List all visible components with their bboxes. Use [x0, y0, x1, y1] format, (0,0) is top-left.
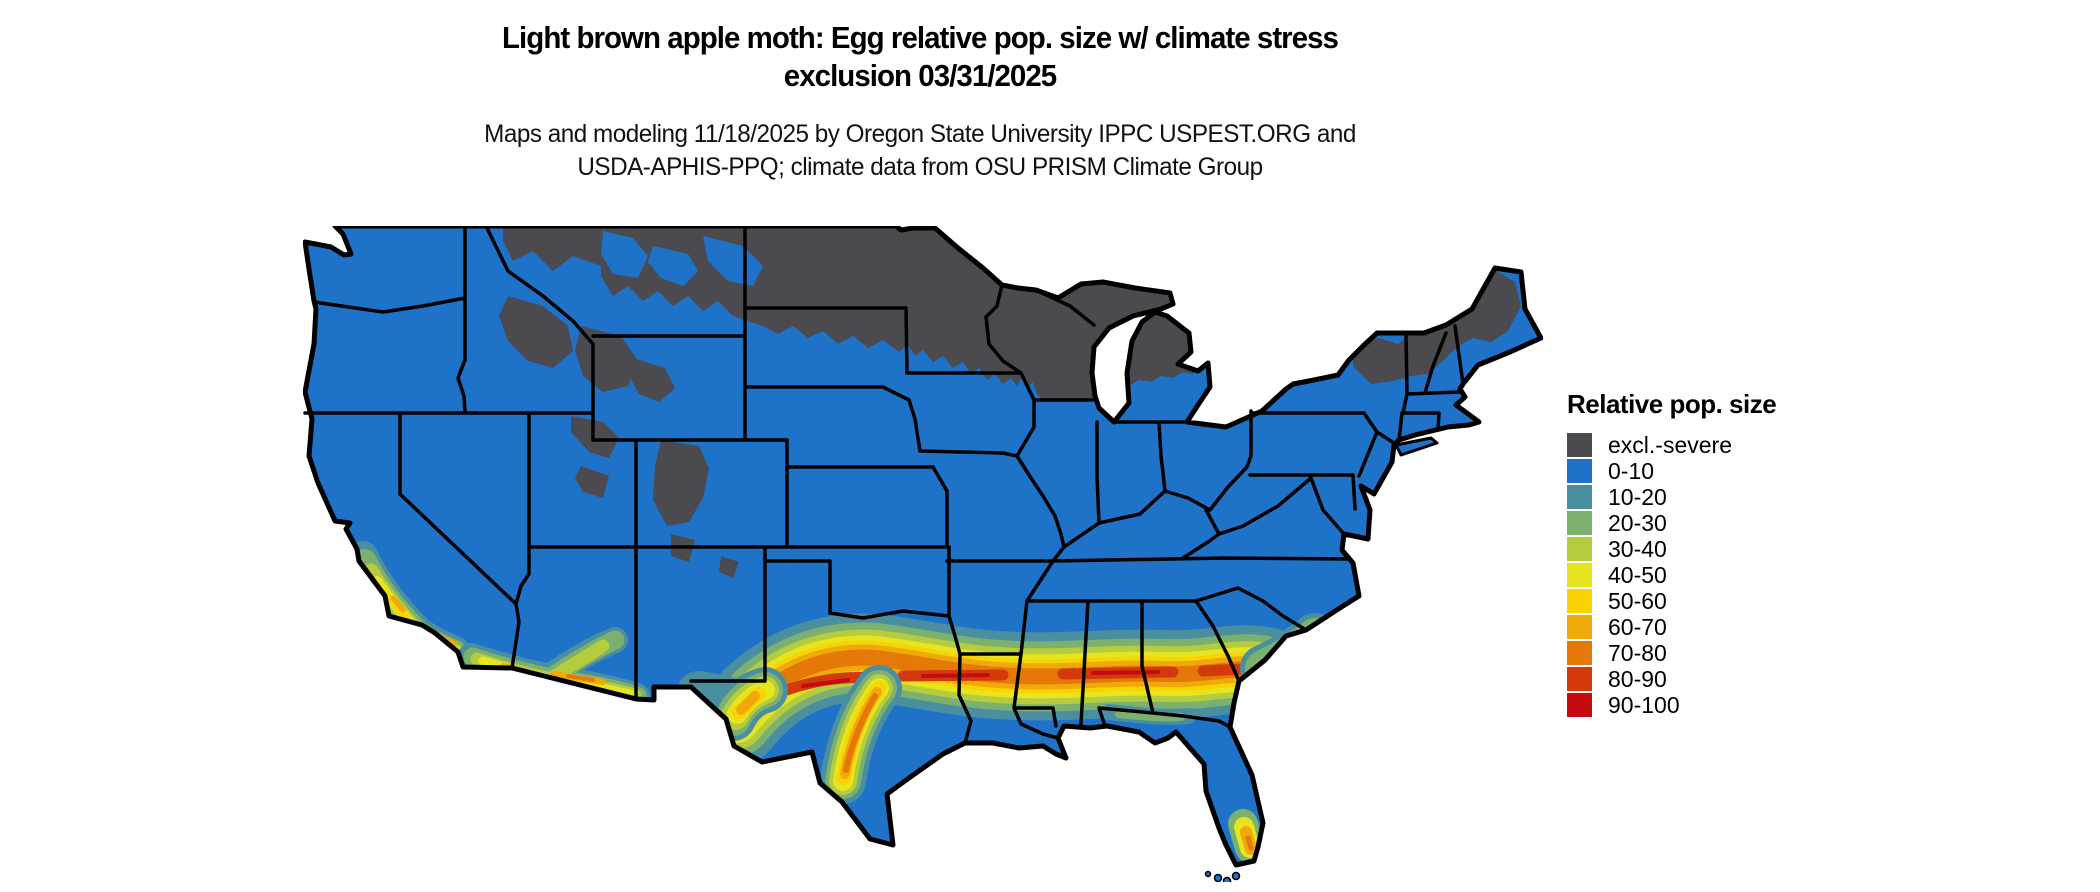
legend-swatch	[1567, 433, 1592, 457]
legend-item: 70-80	[1567, 640, 1867, 666]
legend-title: Relative pop. size	[1567, 389, 1777, 419]
legend-item-label: excl.-severe	[1608, 431, 1732, 458]
legend-swatch	[1567, 589, 1592, 613]
legend-item-label: 10-20	[1608, 483, 1667, 510]
legend-items: excl.-severe 0-10 10-20 20-30 30-40 40-50 50-6…	[1567, 432, 1867, 718]
legend-swatch	[1567, 667, 1592, 691]
legend: Relative pop. size excl.-severe 0-10 10-20…	[1567, 389, 1867, 718]
legend-swatch	[1567, 459, 1592, 483]
legend-item: 30-40	[1567, 536, 1867, 562]
legend-item: 80-90	[1567, 666, 1867, 692]
legend-item: 10-20	[1567, 484, 1867, 510]
legend-swatch	[1567, 485, 1592, 509]
legend-swatch	[1567, 615, 1592, 639]
raster-layers	[305, 226, 1541, 865]
florida-patches	[1101, 704, 1265, 863]
montana-valley-patches	[601, 231, 763, 286]
legend-item-label: 50-60	[1608, 587, 1667, 614]
state-boundaries	[303, 226, 1465, 745]
legend-item-label: 30-40	[1608, 535, 1667, 562]
legend-item-label: 90-100	[1608, 691, 1680, 718]
legend-item: 90-100	[1567, 692, 1867, 718]
legend-item: excl.-severe	[1567, 432, 1867, 458]
florida-keys	[1204, 870, 1241, 882]
legend-item: 60-70	[1567, 614, 1867, 640]
legend-swatch	[1567, 563, 1592, 587]
legend-item-label: 0-10	[1608, 457, 1655, 484]
legend-swatch	[1567, 511, 1592, 535]
subtitle-line-1: Maps and modeling 11/18/2025 by Oregon S…	[484, 120, 1356, 148]
legend-item-label: 40-50	[1608, 561, 1667, 588]
legend-item: 40-50	[1567, 562, 1867, 588]
legend-swatch	[1567, 641, 1592, 665]
legend-item-label: 60-70	[1608, 613, 1667, 640]
legend-item-label: 70-80	[1608, 639, 1667, 666]
legend-item-label: 80-90	[1608, 665, 1667, 692]
long-island	[1394, 436, 1439, 457]
us-choropleth-map	[303, 226, 1543, 882]
page-title-line-1: Light brown apple moth: Egg relative pop…	[502, 20, 1339, 55]
subtitle-line-2: USDA-APHIS-PPQ; climate data from OSU PR…	[577, 153, 1263, 181]
legend-swatch	[1567, 537, 1592, 561]
legend-item: 20-30	[1567, 510, 1867, 536]
legend-item: 0-10	[1567, 458, 1867, 484]
page-title-line-2: exclusion 03/31/2025	[783, 58, 1057, 93]
us-outline	[303, 226, 1543, 868]
legend-item-label: 20-30	[1608, 509, 1667, 536]
legend-item: 50-60	[1567, 588, 1867, 614]
legend-swatch	[1567, 693, 1592, 717]
